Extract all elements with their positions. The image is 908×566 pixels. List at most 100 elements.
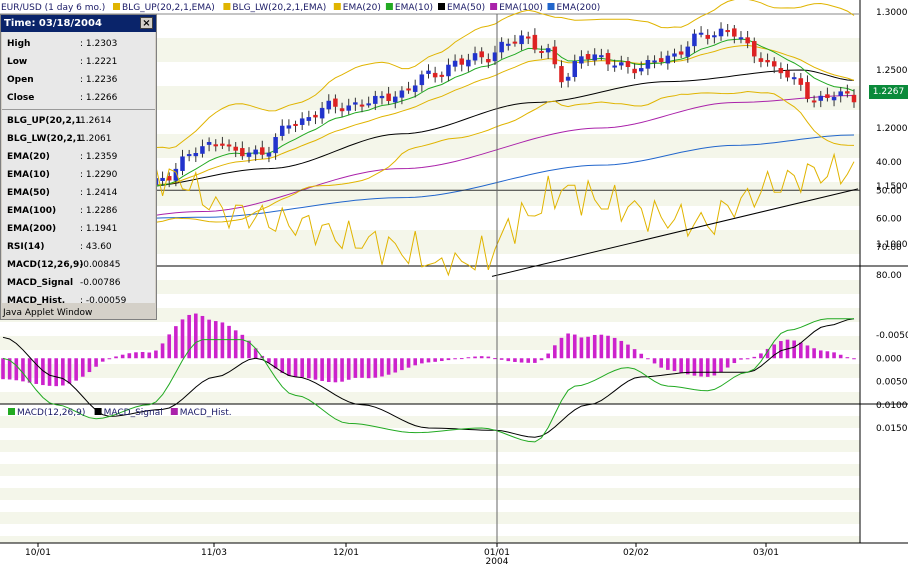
- macd-histogram-bar: [340, 358, 344, 382]
- candle-up: [193, 153, 199, 157]
- candle-up: [565, 76, 571, 81]
- candle-up: [466, 59, 471, 67]
- macd-histogram-bar: [439, 358, 444, 362]
- macd-histogram-bar: [466, 357, 471, 359]
- candle-up: [499, 41, 504, 53]
- candle-down: [313, 114, 318, 118]
- macd-histogram-bar: [127, 353, 132, 359]
- macd-histogram-bar: [420, 358, 424, 364]
- tooltip-row-key: EMA(10): [7, 170, 50, 180]
- macd-histogram-bar: [134, 352, 138, 359]
- macd-histogram-bar: [679, 358, 683, 373]
- macd-histogram-bar: [220, 322, 225, 359]
- legend-swatch: [113, 3, 120, 10]
- macd-histogram-bar: [147, 352, 152, 359]
- macd-histogram-bar: [818, 350, 823, 359]
- macd-histogram-bar: [41, 358, 45, 386]
- candle-down: [260, 147, 265, 155]
- date-axis-tick-label: 12/01: [333, 548, 359, 558]
- macd-histogram-bar: [513, 358, 517, 362]
- tooltip-row: MACD(12,26,9) -0.00845: [7, 260, 153, 274]
- legend-entry: BLG_UP(20,2,1,EMA): [122, 3, 215, 13]
- macd-histogram-bar: [380, 358, 384, 377]
- candle-up: [738, 37, 744, 40]
- macd-histogram-bar: [572, 334, 577, 359]
- tooltip-row-value: : 1.2266: [80, 93, 118, 103]
- macd-histogram-bar: [273, 358, 278, 369]
- tooltip-row: BLG_UP(20,2,1 1.2614: [7, 116, 153, 130]
- candle-up: [306, 117, 312, 121]
- tooltip-row: Open: 1.2236: [7, 75, 153, 89]
- rsi-trendline: [491, 188, 859, 277]
- candle-up: [160, 177, 165, 181]
- candle-up: [452, 60, 458, 67]
- candle-down: [805, 82, 810, 99]
- macd-histogram-bar: [772, 344, 777, 359]
- data-tooltip-window[interactable]: Time: 03/18/2004 × High: 1.2303 Low: 1.22…: [0, 14, 157, 320]
- macd-histogram-bar: [506, 358, 511, 362]
- date-axis-tick-label: 11/03: [201, 548, 227, 558]
- macd-histogram-bar: [333, 358, 338, 383]
- close-icon[interactable]: ×: [140, 17, 153, 29]
- macd-histogram-bar: [1, 358, 5, 380]
- candle-down: [512, 41, 518, 44]
- legend-swatch: [547, 3, 555, 10]
- macd-histogram-bar: [207, 319, 211, 359]
- candle-up: [326, 100, 332, 110]
- candle-down: [166, 176, 172, 181]
- macd-histogram-bar: [114, 356, 118, 359]
- macd-histogram-bar: [626, 344, 630, 359]
- macd-histogram-bar: [267, 358, 271, 363]
- tooltip-row-value: : 1.2221: [80, 57, 118, 67]
- date-axis-tick-label: 10/01: [25, 548, 51, 558]
- macd-histogram-bar: [799, 342, 803, 359]
- candle-up: [273, 137, 278, 154]
- candle-up: [791, 77, 797, 80]
- tooltip-row-key: BLG_LW(20,2,1: [7, 134, 83, 144]
- macd-axis-tick-label: 0.0100: [876, 401, 908, 411]
- legend-entry: EMA(100): [499, 3, 543, 13]
- candle-down: [605, 53, 611, 65]
- rsi-axis-tick-label: 40.00: [876, 158, 902, 168]
- macd-histogram-bar: [592, 334, 597, 359]
- candle-up: [698, 32, 704, 35]
- macd-axis-tick-label: -0.0050: [876, 331, 908, 341]
- macd-histogram-bar: [27, 358, 32, 383]
- legend-entry: EMA(50): [447, 3, 485, 13]
- macd-histogram-bar: [247, 340, 251, 359]
- tooltip-row-value: : -0.00059: [80, 296, 127, 306]
- candle-down: [752, 41, 757, 57]
- candle-up: [419, 74, 425, 86]
- macd-histogram-bar: [67, 358, 72, 384]
- tooltip-title-bar[interactable]: Time: 03/18/2004 ×: [1, 15, 156, 32]
- macd-histogram-bar: [825, 351, 830, 359]
- macd-histogram-bar: [34, 358, 39, 384]
- candle-up: [612, 65, 617, 68]
- macd-histogram-bar: [167, 334, 172, 359]
- candle-down: [725, 30, 730, 33]
- date-axis-tick-label: 01/01: [484, 548, 510, 558]
- tooltip-row-key: EMA(20): [7, 152, 50, 162]
- macd-histogram-bar: [80, 358, 85, 377]
- macd-histogram-bar: [7, 358, 12, 380]
- candle-down: [778, 68, 784, 74]
- candle-up: [393, 96, 398, 103]
- candle-down: [213, 144, 218, 147]
- rsi-pane-band: [0, 294, 860, 308]
- macd-histogram-bar: [526, 358, 531, 363]
- tooltip-row-value: -0.00845: [80, 260, 121, 270]
- macd-histogram-bar: [353, 358, 358, 378]
- candle-down: [333, 98, 338, 107]
- candle-up: [712, 35, 717, 38]
- candle-down: [233, 146, 238, 151]
- macd-histogram-bar: [725, 358, 730, 368]
- rsi-pane-band: [0, 322, 860, 336]
- macd-histogram-bar: [100, 358, 105, 362]
- macd-histogram-bar: [393, 358, 398, 373]
- macd-histogram-bar: [346, 358, 351, 380]
- candle-up: [492, 52, 498, 62]
- macd-histogram-bar: [732, 358, 737, 364]
- price-axis-tick-label: 1.1000: [876, 240, 908, 250]
- tooltip-row-value: : 1.2236: [80, 75, 118, 85]
- candle-up: [180, 156, 185, 171]
